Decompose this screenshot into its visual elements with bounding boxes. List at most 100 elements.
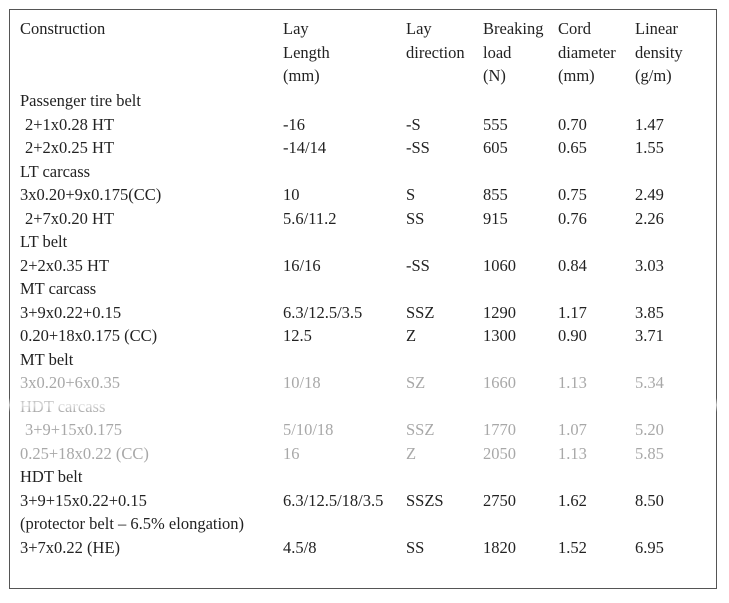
cell-construction: 3+7x0.22 (HE) [20,537,121,557]
cell-breaking-load: 605 [483,138,508,157]
cell-lay-direction: SS [406,208,425,228]
cell-linear-density: 5.85 [635,443,664,463]
cell-lay-length: 12.5 [283,326,312,345]
cell-linear-density: 8.50 [635,490,664,510]
section-label: HDT carcass [20,396,106,416]
table-row: 2+2x0.25 HT -14/14 -SS 605 0.65 1.55 [0,136,729,160]
cell-linear-density: 5.34 [635,373,664,392]
cell-linear-density: 3.03 [635,255,664,275]
cell-cord-diameter: 0.70 [558,114,587,134]
cell-linear-density: 1.55 [635,138,664,157]
section-row: LT belt [0,230,729,254]
cell-linear-density: 3.85 [635,302,664,322]
table-row: 3+9x0.22+0.15 6.3/12.5/3.5 SSZ 1290 1.17 3.85 [0,301,729,325]
cell-lay-direction: Z [406,326,417,345]
cell-breaking-load: 855 [483,185,508,204]
cell-lay-direction: SS [406,537,425,557]
cell-construction: 3+9+15x0.22+0.15 [20,490,147,510]
cell-lay-length: 4.5/8 [283,537,317,557]
table-header: Construction Lay Length (mm) Lay directi… [0,17,729,89]
cell-lay-length: -14/14 [283,138,327,157]
cell-cord-diameter: 0.84 [558,255,587,275]
cell-breaking-load: 1660 [483,373,516,392]
cell-cord-diameter: 1.17 [558,302,587,322]
header-breaking-load: Breaking load (N) [483,19,544,85]
cell-lay-length: 10 [283,185,300,204]
cell-breaking-load: 2750 [483,490,516,510]
header-lay-direction: Lay direction [406,19,465,62]
table-row: 3+7x0.22 (HE) 4.5/8 SS 1820 1.52 6.95 [0,536,729,560]
cell-linear-density: 5.20 [635,420,664,439]
section-label: MT carcass [20,279,97,298]
cell-linear-density: 2.49 [635,185,664,204]
cell-linear-density: 6.95 [635,537,664,557]
cell-construction: 3x0.20+9x0.175(CC) [20,185,162,204]
cell-cord-diameter: 0.76 [558,208,587,228]
section-row: HDT carcass [0,395,729,419]
cell-breaking-load: 1290 [483,302,516,322]
cell-lay-direction: SSZ [406,302,435,322]
section-label: LT carcass [20,161,91,181]
table-row: 3x0.20+9x0.175(CC) 10 S 855 0.75 2.49 [0,183,729,207]
cell-lay-length: 16/16 [283,255,321,275]
section-label: LT belt [20,232,68,251]
section-row: LT carcass [0,160,729,184]
cell-linear-density: 1.47 [635,114,664,134]
cell-construction: 2+1x0.28 HT [25,114,115,134]
cell-cord-diameter: 1.52 [558,537,587,557]
cell-lay-length: 5.6/11.2 [283,208,337,228]
table-row: 2+7x0.20 HT 5.6/11.2 SS 915 0.76 2.26 [0,207,729,231]
section-label: Passenger tire belt [20,91,141,110]
cell-lay-length: 16 [283,443,300,463]
cell-breaking-load: 2050 [483,443,516,463]
cell-lay-direction: S [406,185,416,204]
table-row: 0.25+18x0.22 (CC) 16 Z 2050 1.13 5.85 [0,442,729,466]
cell-cord-diameter: 1.07 [558,420,587,439]
cell-breaking-load: 1300 [483,326,516,345]
cell-lay-length: 6.3/12.5/3.5 [283,302,363,322]
section-row: (protector belt – 6.5% elongation) [0,512,729,536]
cell-linear-density: 3.71 [635,326,664,345]
section-label: MT belt [20,349,74,369]
cell-cord-diameter: 1.13 [558,373,587,392]
section-label: (protector belt – 6.5% elongation) [20,514,245,533]
cell-construction: 3+9x0.22+0.15 [20,302,122,322]
cell-cord-diameter: 0.65 [558,138,587,157]
cell-construction: 0.20+18x0.175 (CC) [20,326,158,345]
cell-lay-length: 10/18 [283,373,321,392]
cell-cord-diameter: 1.13 [558,443,587,463]
section-row: Passenger tire belt [0,89,729,113]
section-row: MT carcass [0,277,729,301]
table-row: 3x0.20+6x0.35 10/18 SZ 1660 1.13 5.34 [0,371,729,395]
table-frame [9,9,717,589]
cell-lay-direction: Z [406,443,417,463]
cell-lay-direction: -S [406,114,421,134]
header-linear-density: Linear density (g/m) [635,19,683,85]
table-row: 3+9+15x0.22+0.15 6.3/12.5/18/3.5 SSZS 2750 1… [0,489,729,513]
cell-lay-direction: SSZ [406,420,435,439]
header-cord-diameter: Cord diameter (mm) [558,19,616,85]
cell-construction: 2+2x0.25 HT [25,138,115,157]
cell-breaking-load: 1820 [483,537,516,557]
cell-lay-length: 5/10/18 [283,420,334,439]
cell-lay-direction: SSZS [406,490,444,510]
cell-cord-diameter: 0.90 [558,326,587,345]
cell-breaking-load: 915 [483,208,508,228]
cell-lay-length: 6.3/12.5/18/3.5 [283,490,384,510]
section-row: MT belt [0,348,729,372]
table-row: 2+2x0.35 HT 16/16 -SS 1060 0.84 3.03 [0,254,729,278]
cell-lay-direction: -SS [406,255,430,275]
cell-lay-length: -16 [283,114,305,134]
table-row: 3+9+15x0.175 5/10/18 SSZ 1770 1.07 5.20 [0,418,729,442]
cell-lay-direction: SZ [406,373,426,392]
cell-cord-diameter: 0.75 [558,185,587,204]
cell-cord-diameter: 1.62 [558,490,587,510]
cell-lay-direction: -SS [406,138,430,157]
cell-linear-density: 2.26 [635,208,664,228]
cell-construction: 3+9+15x0.175 [25,420,122,439]
section-label: HDT belt [20,467,83,486]
cell-construction: 2+2x0.35 HT [20,255,110,275]
cell-construction: 3x0.20+6x0.35 [20,373,121,392]
cell-construction: 2+7x0.20 HT [25,208,115,228]
cell-breaking-load: 1770 [483,420,516,439]
